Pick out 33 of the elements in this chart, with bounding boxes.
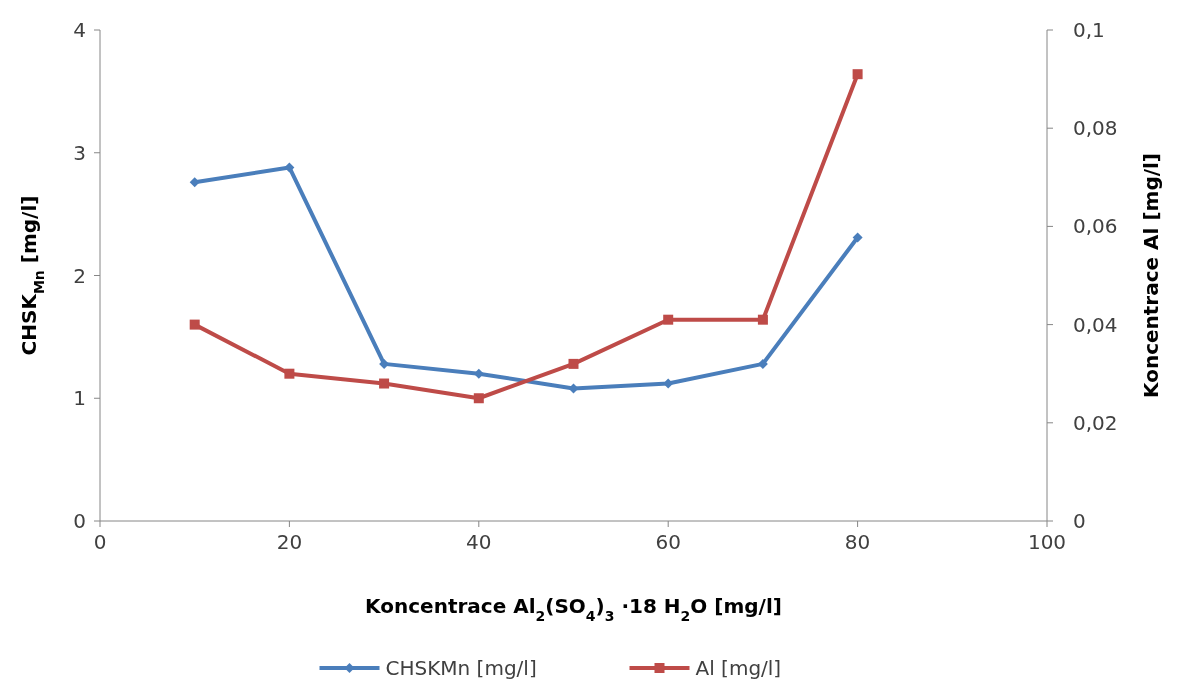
y2-axis-title: Koncentrace Al [mg/l] bbox=[1139, 153, 1163, 398]
point bbox=[189, 319, 200, 330]
point bbox=[852, 232, 863, 243]
y2-tick-label: 0,1 bbox=[1073, 18, 1105, 42]
y-tick-label: 4 bbox=[73, 18, 86, 42]
x-tick-label: 40 bbox=[466, 530, 492, 554]
y-tick-label: 3 bbox=[73, 140, 86, 165]
x-tick-label: 0 bbox=[93, 530, 107, 554]
point bbox=[473, 393, 484, 404]
y2-tick-label: 0,04 bbox=[1073, 312, 1118, 337]
x-tick-label: 100 bbox=[1027, 530, 1067, 554]
x-tick-label: 60 bbox=[655, 530, 681, 554]
point bbox=[568, 358, 579, 369]
text: Koncentrace Al$_{2}$(SO$_{4}$)$_{3}$ ·18 H$_{2}$O [mg/l] bbox=[365, 594, 782, 624]
point bbox=[852, 69, 863, 80]
point bbox=[284, 368, 295, 379]
y2-tick-label: 0,08 bbox=[1073, 116, 1118, 141]
x-tick-label: 20 bbox=[276, 530, 303, 554]
point bbox=[663, 378, 674, 389]
y2-tick-label: 0 bbox=[1073, 509, 1086, 533]
point bbox=[189, 177, 200, 188]
y-tick-label: 0 bbox=[73, 509, 86, 533]
y-tick-label: 1 bbox=[73, 386, 86, 411]
y-tick-label: 2 bbox=[73, 263, 86, 288]
legend-label: CHSKMn [mg/l] bbox=[385, 656, 537, 680]
point bbox=[284, 162, 295, 173]
y2-tick-label: 0,02 bbox=[1073, 410, 1118, 435]
point bbox=[663, 314, 674, 325]
point bbox=[757, 314, 768, 325]
legend-label: Al [mg/l] bbox=[695, 656, 782, 680]
y2-tick-label: 0,06 bbox=[1073, 214, 1118, 239]
x-tick-label: 80 bbox=[844, 530, 871, 554]
point bbox=[379, 378, 390, 389]
